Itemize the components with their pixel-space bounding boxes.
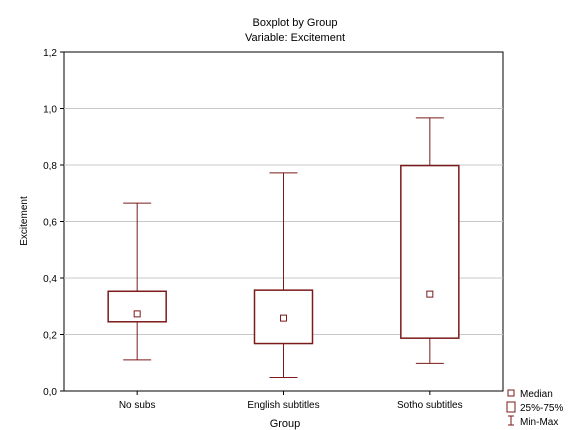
x-axis-labels: No subs English subtitles Sotho subtitles [119,391,463,411]
box-group [400,117,460,364]
boxes-layer [107,117,460,378]
legend-whisker-label: Min-Max [520,417,558,428]
iqr-box [253,289,314,345]
legend-median-icon [507,389,515,397]
legend: Median 25%-75% Min-Max [506,389,563,428]
iqr-box [107,290,167,323]
y-tick-label: 0,0 [43,387,57,398]
legend-box-icon [506,401,516,413]
y-tick-label: 1,0 [43,105,57,116]
y-tick-label: 0,2 [43,331,57,342]
chart-subtitle: Variable: Excitement [245,32,345,44]
x-category-label: No subs [119,400,156,411]
legend-whisker-icon [508,415,514,426]
x-category-label: Sotho subtitles [397,400,463,411]
y-axis-label: Excitement [19,196,30,246]
box-group [107,202,167,361]
y-tick-label: 0,4 [43,274,57,285]
y-tick-label: 1,2 [43,48,57,59]
chart-title: Boxplot by Group [253,17,338,29]
y-axis-ticks: 0,0 0,2 0,4 0,6 0,8 1,0 1,2 [43,48,64,398]
iqr-box [400,164,460,339]
legend-median-label: Median [520,389,553,400]
y-tick-label: 0,6 [43,218,57,229]
x-axis-label: Group [270,418,301,430]
y-tick-label: 0,8 [43,161,57,172]
legend-box-label: 25%-75% [520,403,563,414]
box-group [253,172,314,378]
median-marker [133,310,141,318]
x-category-label: English subtitles [247,400,319,411]
median-marker [280,314,287,322]
median-marker [426,290,434,298]
